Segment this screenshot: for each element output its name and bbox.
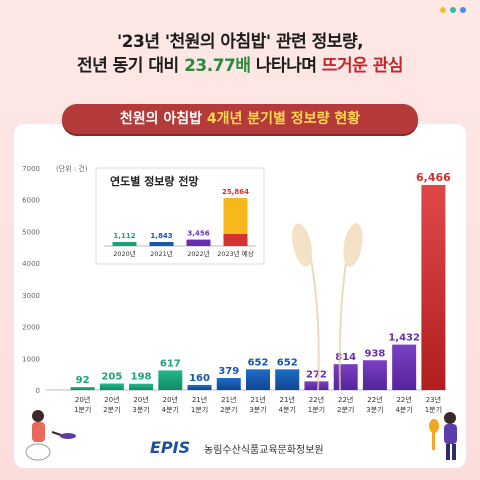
y-tick-label: 7000 — [22, 165, 40, 173]
x-tick-label: 23년 — [426, 395, 441, 404]
y-tick-label: 5000 — [22, 228, 40, 236]
data-label: 272 — [306, 369, 327, 380]
inset-category-label: 2021년 — [150, 249, 173, 258]
x-tick-label: 21년 — [192, 395, 207, 404]
epis-logo: EPIS — [150, 438, 191, 457]
headline-highlight: 23.77배 — [184, 56, 251, 76]
inset-panel — [95, 167, 265, 265]
inset-data-label: 1,843 — [150, 232, 172, 240]
x-tick-label: 21년 — [250, 395, 265, 404]
x-tick-label: 20년 — [75, 395, 90, 404]
inset-category-label: 2023년 예상 — [217, 249, 254, 258]
inset-title: 연도별 정보량 전망 — [110, 174, 199, 188]
inset-data-label: 3,456 — [187, 230, 209, 238]
inset-data-label: 1,112 — [113, 232, 135, 240]
yellow-dot-icon — [440, 7, 446, 13]
headline-line1: '23년 '천원의 아침밥' 관련 정보량, — [116, 32, 364, 52]
inset-bar-forecast — [223, 198, 248, 234]
inset-bar — [186, 239, 211, 246]
bar — [421, 184, 446, 390]
subtitle-pre: 천원의 아침밥 — [119, 111, 207, 127]
x-tick-label: 1분기 — [425, 405, 442, 414]
headline-highlight2: 뜨거운 관심 — [321, 56, 404, 76]
y-tick-label: 2000 — [22, 324, 40, 332]
x-tick-label: 22년 — [396, 395, 411, 404]
y-tick-label: 6000 — [22, 197, 40, 205]
data-label: 938 — [364, 348, 385, 359]
x-tick-label: 3분기 — [249, 405, 266, 414]
data-label: 379 — [218, 366, 239, 377]
teal-dot-icon — [450, 7, 456, 13]
x-tick-label: 21년 — [221, 395, 236, 404]
data-label: 652 — [248, 357, 269, 368]
wheat-icon — [292, 223, 363, 391]
x-tick-label: 4분기 — [395, 405, 412, 414]
data-label: 617 — [160, 358, 181, 369]
inset-data-label: 25,864 — [222, 188, 249, 196]
x-tick-label: 22년 — [338, 395, 353, 404]
person-left-icon — [25, 410, 76, 461]
x-tick-label: 3분기 — [366, 405, 383, 414]
data-label: 205 — [101, 371, 122, 382]
bar — [99, 383, 124, 390]
organization-name: 농림수산식품교육문화정보원 — [204, 445, 324, 456]
x-tick-label: 2분기 — [337, 405, 354, 414]
person-right-icon — [429, 412, 457, 460]
bar — [129, 383, 154, 390]
blue-dot-icon — [460, 7, 466, 13]
x-tick-label: 4분기 — [279, 405, 296, 414]
bar — [392, 344, 417, 390]
subtitle-banner: 천원의 아침밥 4개년 분기별 정보량 현황 — [62, 104, 418, 134]
bar — [246, 369, 270, 390]
bar — [275, 369, 300, 390]
data-label: 160 — [189, 373, 210, 384]
x-tick-label: 1분기 — [308, 405, 325, 414]
bar — [187, 384, 212, 390]
x-tick-label: 20년 — [104, 395, 119, 404]
subtitle-accent: 4개년 분기별 정보량 현황 — [206, 111, 361, 127]
x-tick-label: 1분기 — [191, 405, 208, 414]
inset-bar — [112, 242, 137, 246]
x-tick-label: 3분기 — [132, 405, 149, 414]
x-tick-label: 22년 — [309, 395, 324, 404]
inset-category-label: 2022년 — [187, 249, 210, 258]
x-tick-label: 21년 — [280, 395, 295, 404]
y-tick-label: 3000 — [22, 292, 40, 300]
unit-label: (단위 : 건) — [56, 164, 88, 173]
inset-category-label: 2020년 — [113, 249, 136, 258]
headline-line2: 전년 동기 대비 23.77배 나타나며 뜨거운 관심 — [0, 54, 480, 78]
bar — [70, 387, 95, 390]
y-tick-label: 0 — [36, 387, 40, 395]
data-label: 198 — [131, 372, 152, 383]
data-label: 652 — [277, 357, 298, 368]
headline-line2-mid: 나타나며 — [250, 56, 322, 76]
bar — [333, 364, 358, 390]
x-tick-label: 20년 — [133, 395, 148, 404]
data-label: 814 — [335, 352, 356, 363]
x-tick-label: 20년 — [163, 395, 178, 404]
window-dots — [440, 7, 466, 13]
bar — [158, 370, 183, 390]
x-tick-label: 1분기 — [74, 405, 91, 414]
x-tick-label: 4분기 — [162, 405, 179, 414]
data-label: 92 — [76, 375, 90, 386]
bar — [216, 377, 241, 390]
inset-bar-actual — [223, 234, 248, 246]
x-tick-label: 2분기 — [103, 405, 120, 414]
data-label: 6,466 — [416, 171, 451, 184]
inset-bar — [149, 242, 174, 246]
y-tick-label: 1000 — [22, 355, 40, 363]
headline-line2-pre: 전년 동기 대비 — [76, 56, 185, 76]
x-tick-label: 2분기 — [220, 405, 237, 414]
bar — [362, 360, 387, 390]
data-label: 1,432 — [388, 333, 420, 344]
bar — [304, 381, 329, 390]
x-tick-label: 22년 — [367, 395, 382, 404]
y-tick-label: 4000 — [22, 260, 40, 268]
headline: '23년 '천원의 아침밥' 관련 정보량, 전년 동기 대비 23.77배 나… — [0, 30, 480, 78]
